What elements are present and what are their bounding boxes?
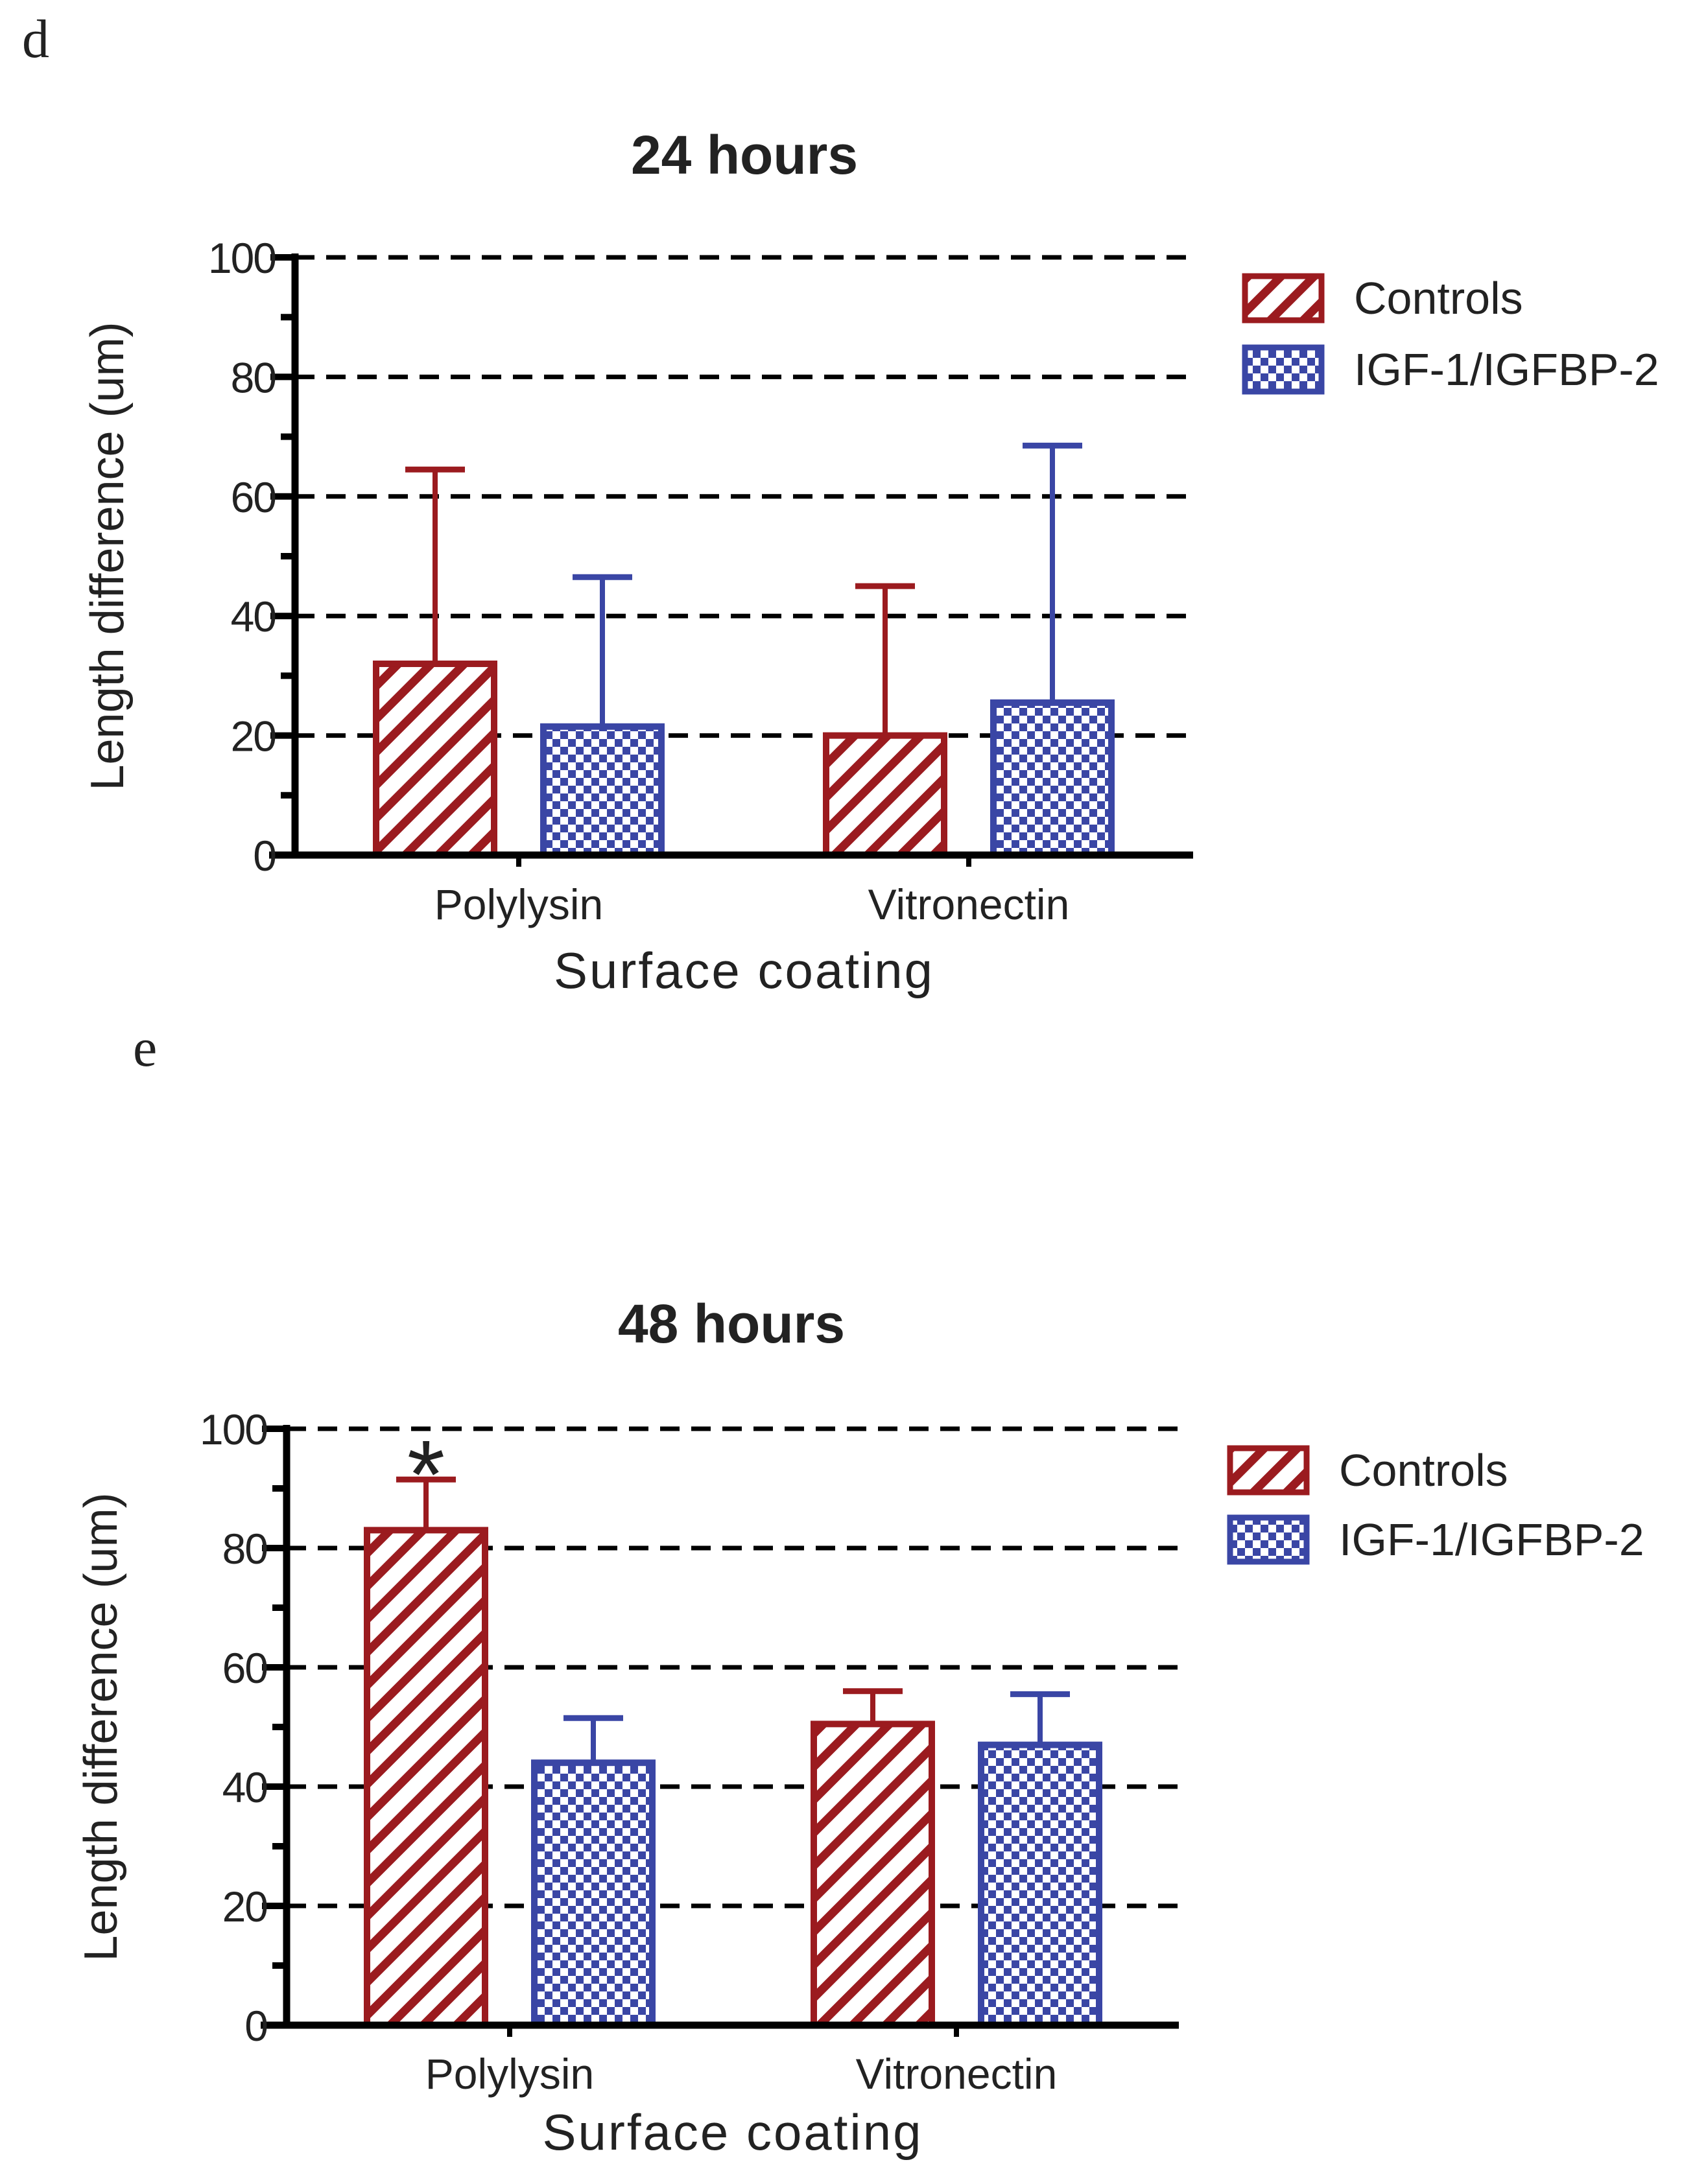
bar-controls <box>811 1720 935 2028</box>
bar-igf-1-igfbp-2 <box>990 699 1115 859</box>
legend: Controls IGF-1/IGFBP-2 <box>1227 1445 1644 1565</box>
y-tick-label: 0 <box>253 832 276 880</box>
y-tick-label: 80 <box>222 1525 268 1573</box>
legend-label: IGF-1/IGFBP-2 <box>1354 344 1659 395</box>
x-tick-label: Polylysin <box>425 2050 594 2098</box>
chart-title: 24 hours <box>631 124 858 185</box>
bar-igf-1-igfbp-2 <box>978 1741 1102 2029</box>
y-tick-label: 0 <box>244 2002 267 2050</box>
x-axis-label: Surface coating <box>542 2104 923 2161</box>
y-tick-label: 40 <box>222 1763 268 1811</box>
legend: Controls IGF-1/IGFBP-2 <box>1242 273 1659 395</box>
legend-swatch <box>1242 344 1325 395</box>
y-tick-label: 60 <box>231 473 276 521</box>
legend-label: IGF-1/IGFBP-2 <box>1339 1514 1644 1565</box>
bar-controls <box>823 732 947 858</box>
x-tick-label: Vitronectin <box>868 880 1070 928</box>
y-tick-label: 20 <box>222 1883 268 1931</box>
significance-asterisk: * <box>407 1420 445 1529</box>
chart-panel-24-hours: d 24 hours Polylysin Vitronectin 0 20 40 60 80 10… <box>22 9 1659 999</box>
x-axis-label: Surface coating <box>554 942 934 999</box>
y-axis-label: Length difference (um) <box>82 322 134 790</box>
bar-controls <box>364 1527 488 2028</box>
legend-label: Controls <box>1339 1445 1508 1496</box>
x-tick-label: Vitronectin <box>856 2050 1058 2098</box>
y-tick-label: 60 <box>222 1644 268 1692</box>
legend-swatch <box>1242 273 1325 323</box>
bar-igf-1-igfbp-2 <box>540 723 665 859</box>
legend-swatch <box>1227 1514 1310 1565</box>
panel-label: d <box>22 9 49 69</box>
legend-label: Controls <box>1354 273 1523 323</box>
bar-controls <box>373 660 497 859</box>
y-tick-label: 40 <box>231 593 276 640</box>
x-tick-label: Polylysin <box>434 880 603 928</box>
y-tick-label: 80 <box>231 353 276 401</box>
y-axis-label: Length difference (um) <box>75 1492 127 1961</box>
y-tick-label: 100 <box>200 1405 267 1453</box>
y-tick-label: 100 <box>208 234 276 282</box>
chart-panel-48-hours: e 48 hours Polylysin Vitronectin * 0 20 40 60 80 1… <box>75 1018 1644 2161</box>
chart-title: 48 hours <box>618 1293 845 1354</box>
panel-label: e <box>133 1018 157 1078</box>
y-tick-label: 20 <box>231 712 276 760</box>
legend-swatch <box>1227 1445 1310 1496</box>
bar-igf-1-igfbp-2 <box>531 1759 656 2028</box>
